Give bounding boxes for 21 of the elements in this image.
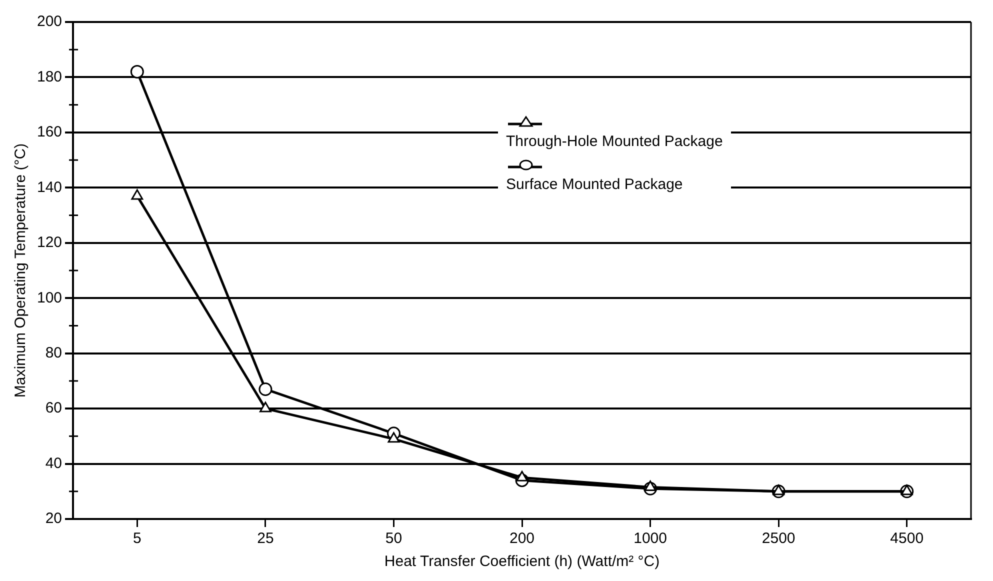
legend-label: Through-Hole Mounted Package <box>506 132 723 152</box>
y-tick-label: 20 <box>45 510 62 528</box>
y-tick-label: 80 <box>45 344 62 362</box>
x-tick-label: 4500 <box>890 530 924 548</box>
x-tick-label: 1000 <box>634 530 667 548</box>
x-tick-label: 200 <box>510 530 535 548</box>
y-tick-label: 160 <box>36 124 62 141</box>
y-tick-label: 40 <box>45 454 62 472</box>
y-tick-label: 120 <box>36 234 62 252</box>
x-axis-title: Heat Transfer Coefficient (h) (Watt/m² °C) <box>384 553 660 570</box>
y-tick-label: 60 <box>45 400 62 417</box>
x-tick-label: 25 <box>257 530 274 548</box>
legend-label: Surface Mounted Package <box>506 175 684 195</box>
y-tick-label: 200 <box>36 13 62 30</box>
x-tick-label: 5 <box>132 530 142 548</box>
x-tick-label: 50 <box>385 530 402 548</box>
y-tick-label: 100 <box>36 289 62 306</box>
y-axis-title: Maximum Operating Temperature (°C) <box>12 143 30 398</box>
y-tick-label: 180 <box>36 68 62 86</box>
y-tick-label: 140 <box>36 178 62 196</box>
x-tick-label: 2500 <box>762 530 796 548</box>
